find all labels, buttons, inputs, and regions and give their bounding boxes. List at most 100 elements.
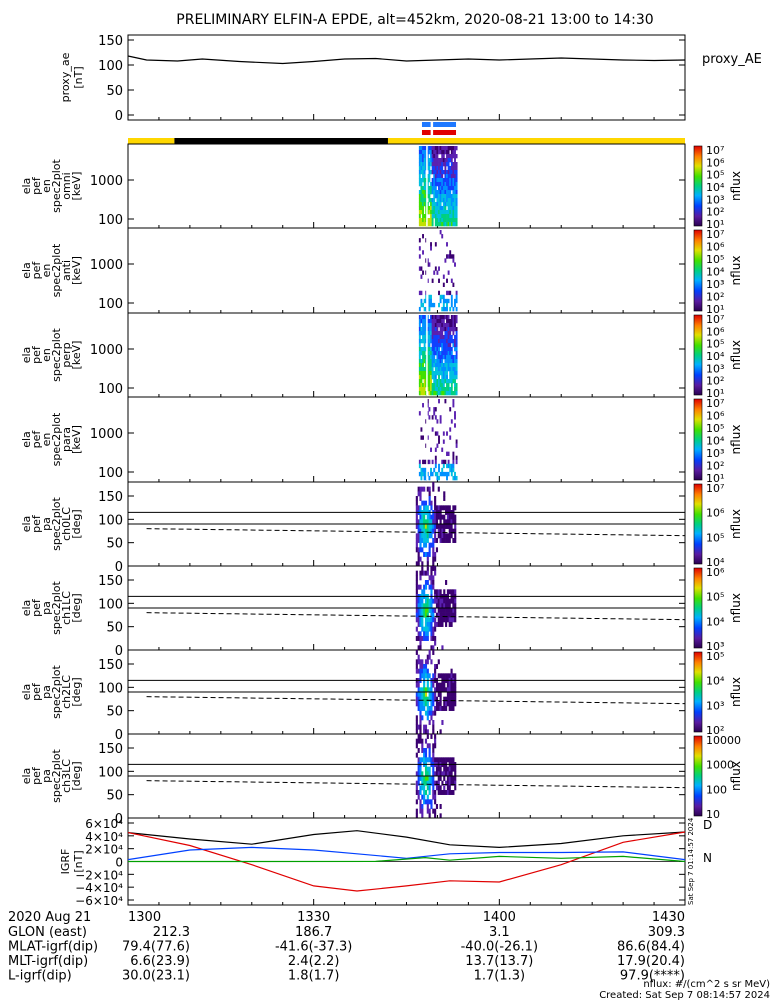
spectrogram-cell bbox=[428, 146, 431, 151]
y-axis-label: pef bbox=[30, 430, 43, 449]
spectrogram-cell bbox=[444, 339, 447, 344]
colorbar-tick-label: 10¹ bbox=[706, 303, 724, 316]
spectrogram-cell bbox=[422, 270, 424, 275]
spectrogram-cell bbox=[439, 315, 442, 320]
spectrogram-cell bbox=[421, 608, 424, 613]
spectrogram-cell bbox=[446, 190, 448, 195]
spectrogram-cell bbox=[436, 162, 439, 167]
spectrogram-cell bbox=[432, 780, 435, 786]
spectrogram-cell bbox=[421, 687, 424, 693]
spectrogram-cell bbox=[438, 166, 440, 171]
spectrogram-cell bbox=[452, 282, 455, 287]
spectrogram-cell bbox=[423, 692, 426, 697]
spectrogram-cell bbox=[436, 182, 439, 187]
spectrogram-cell bbox=[436, 214, 439, 219]
spectrogram-cell bbox=[449, 379, 452, 384]
spectrogram-cell bbox=[423, 355, 426, 360]
spectrogram-cell bbox=[447, 459, 450, 465]
spectrogram-cell bbox=[431, 146, 434, 151]
spectrogram-cell bbox=[441, 359, 444, 364]
spectrogram-cell bbox=[452, 375, 455, 380]
spectrogram-cell bbox=[420, 383, 423, 388]
y-axis-label: [keV] bbox=[70, 341, 83, 370]
spectrogram-cell bbox=[444, 218, 447, 223]
spectrogram-cell bbox=[447, 178, 450, 183]
spectrogram-cell bbox=[450, 706, 453, 711]
spectrogram-cell bbox=[434, 617, 437, 623]
spectrogram-cell bbox=[417, 491, 420, 497]
spectrogram-cell bbox=[452, 202, 455, 207]
spectrogram-cell bbox=[435, 696, 439, 702]
spectrogram-cell bbox=[423, 182, 426, 187]
spectrogram-cell bbox=[433, 379, 436, 384]
spectrogram-cell bbox=[438, 351, 440, 356]
spectrogram-cell bbox=[415, 603, 418, 609]
spectrogram-cell bbox=[432, 575, 435, 581]
spectrogram-cell bbox=[431, 150, 434, 155]
spectrogram-cell bbox=[446, 298, 448, 304]
spectrogram-cell bbox=[450, 687, 453, 693]
spectrogram-cell bbox=[446, 431, 448, 436]
spectrogram-cell bbox=[423, 626, 426, 632]
spectrogram-cell bbox=[420, 327, 423, 332]
spectrogram-cell bbox=[439, 198, 442, 203]
spectrogram-cell bbox=[418, 331, 421, 336]
spectrogram-cell bbox=[444, 214, 447, 219]
spectrogram-cell bbox=[433, 270, 436, 275]
spectrogram-cell bbox=[434, 463, 437, 469]
spectrogram-cell bbox=[450, 589, 453, 595]
spectrogram-cell bbox=[445, 580, 448, 585]
spectrogram-cell bbox=[430, 575, 433, 581]
spectrogram-cell bbox=[428, 542, 431, 548]
spectrogram-cell bbox=[428, 486, 431, 492]
spectrogram-cell bbox=[446, 158, 448, 163]
spectrogram-cell bbox=[439, 335, 442, 340]
y-tick-label: 100 bbox=[98, 597, 123, 612]
spectrogram-cell bbox=[436, 391, 439, 396]
spectrogram bbox=[418, 399, 458, 481]
spectrogram-cell bbox=[442, 222, 445, 227]
spectrogram-cell bbox=[434, 780, 437, 786]
spectrogram-cell bbox=[452, 194, 455, 199]
y-axis-label: IGRF bbox=[59, 849, 72, 875]
spectrogram-cell bbox=[428, 367, 431, 372]
spectrogram-cell bbox=[441, 335, 444, 340]
spectrogram-cell bbox=[441, 603, 444, 609]
spectrogram-cell bbox=[418, 218, 421, 223]
spectrogram-cell bbox=[432, 584, 435, 590]
spectrogram-cell bbox=[442, 355, 445, 360]
spectrogram-cell bbox=[441, 447, 444, 452]
spectrogram-cell bbox=[419, 687, 422, 693]
spectrogram-cell bbox=[420, 359, 423, 364]
spectrogram-cell bbox=[418, 178, 421, 183]
spectrogram-cell bbox=[439, 729, 442, 735]
spectrogram-cell bbox=[455, 306, 458, 312]
spectrogram-cell bbox=[454, 505, 457, 511]
spectrogram-cell bbox=[433, 339, 436, 344]
spectrogram-cell bbox=[448, 622, 451, 627]
spectrogram-cell bbox=[436, 419, 439, 424]
colorbar-tick-label: 100 bbox=[706, 783, 727, 796]
spectrogram-cell bbox=[442, 383, 445, 388]
spectrogram-cell bbox=[436, 343, 439, 348]
spectrogram-cell bbox=[420, 194, 423, 199]
spectrogram-cell bbox=[419, 622, 422, 627]
spectrogram-cell bbox=[443, 528, 446, 534]
spectrogram-cell bbox=[430, 519, 433, 525]
spectrogram-cell bbox=[446, 524, 449, 529]
spectrogram-cell bbox=[420, 218, 423, 223]
y-axis-label: ch3LC bbox=[60, 759, 73, 793]
spectrogram-cell bbox=[417, 776, 420, 781]
footer-row-value: 1.8(1.7) bbox=[288, 969, 340, 984]
spectrogram-cell bbox=[445, 701, 448, 707]
spectrogram-cell bbox=[423, 218, 426, 223]
spectrogram-cell bbox=[415, 729, 418, 735]
spectrogram-cell bbox=[430, 379, 432, 384]
spectrogram-cell bbox=[418, 198, 421, 203]
spectrogram-cell bbox=[449, 166, 452, 171]
spectrogram-cell bbox=[446, 210, 448, 215]
spectrogram-cell bbox=[446, 766, 449, 772]
spectrogram-cell bbox=[431, 198, 434, 203]
spectrogram-cell bbox=[421, 533, 424, 539]
spectrogram-cell bbox=[419, 645, 422, 651]
